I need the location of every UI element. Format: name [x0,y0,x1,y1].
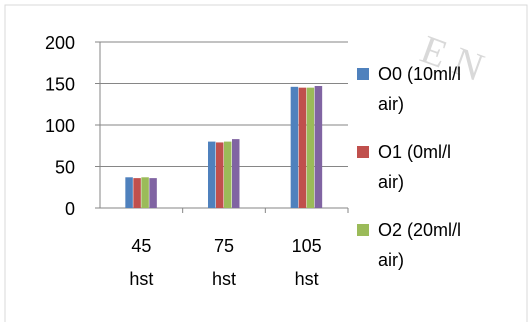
y-tick-label: 150 [45,75,75,95]
legend-swatch [357,68,369,80]
x-tick-label: hst [295,269,319,289]
bar [208,141,216,208]
bar [141,177,149,208]
legend-label: air) [378,94,404,114]
x-tick-label: hst [212,269,236,289]
legend: O0 (10ml/l air) O1 (0ml/l air) O2 (20ml/l air… [357,64,461,270]
bar [224,141,232,208]
legend-label: O1 (0ml/l [378,142,451,162]
y-tick-label: 100 [45,116,75,136]
bar [290,86,299,208]
bar [133,178,141,208]
legend-label: air) [378,250,404,270]
y-tick-label: 0 [65,199,75,219]
bar [306,87,315,208]
x-tick-label: 45 [131,236,151,256]
legend-swatch [357,146,369,158]
y-tick-label: 50 [55,158,75,178]
y-tick-label: 200 [45,33,75,53]
legend-swatch [357,224,369,236]
legend-label: O2 (20ml/l [378,220,461,240]
bar [314,85,323,208]
bar [149,178,157,208]
bars [125,85,323,208]
bar [216,142,224,208]
legend-label: air) [378,172,404,192]
bar [125,177,133,208]
x-tick-label: hst [129,269,153,289]
chart-border [4,4,528,322]
x-tick-label: 105 [292,236,322,256]
axis-labels: 0 50 100 150 200 45 hst 75 hst 105 hst [45,33,322,289]
x-tick-label: 75 [214,236,234,256]
bar [298,87,307,208]
legend-label: O0 (10ml/l [378,64,461,84]
bar [232,139,240,208]
